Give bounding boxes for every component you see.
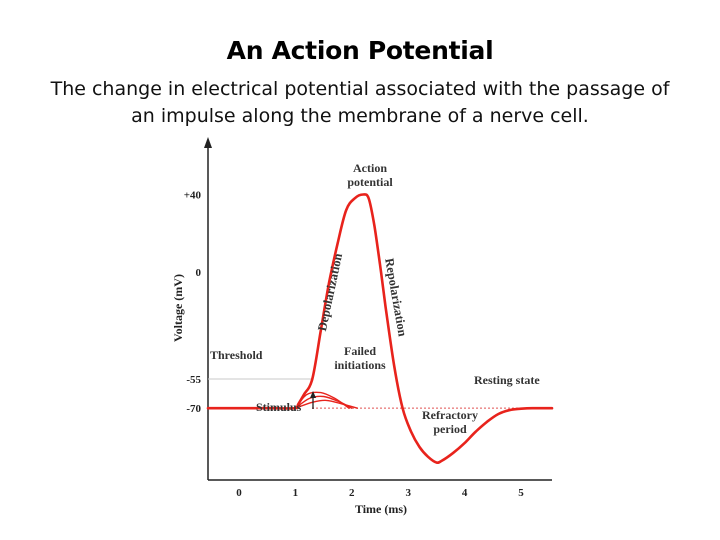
resting-state-label: Resting state — [474, 373, 540, 387]
y-tick-label: -55 — [186, 374, 201, 386]
refractory-period-label-line2: period — [433, 422, 467, 436]
x-tick-label: 3 — [405, 487, 411, 499]
x-tick-label: 4 — [462, 487, 468, 499]
tick-labels: 0 1 2 3 4 5 +40 0 -55 -70 — [184, 190, 525, 499]
axes — [204, 137, 552, 481]
y-axis-label: Voltage (mV) — [171, 274, 185, 342]
stimulus-arrow-icon — [310, 391, 316, 409]
x-tick-label: 5 — [518, 487, 524, 499]
failed-initiation-trace-3 — [294, 399, 359, 409]
y-tick-label: 0 — [196, 267, 202, 279]
slide-subtitle: The change in electrical potential assoc… — [50, 78, 670, 127]
threshold-label: Threshold — [210, 348, 263, 362]
refractory-period-label-line1: Refractory — [422, 408, 478, 422]
failed-initiations-label-line2: initiations — [334, 358, 386, 372]
y-axis-arrow — [204, 137, 212, 148]
x-tick-label: 2 — [349, 487, 355, 499]
action-potential-label-line1: Action — [353, 161, 387, 175]
y-tick-label: -70 — [186, 403, 201, 415]
y-tick-label: +40 — [184, 190, 202, 202]
voltage-traces — [206, 193, 554, 465]
x-tick-label: 1 — [293, 487, 299, 499]
x-tick-label: 0 — [236, 487, 242, 499]
repolarization-label: Repolarization — [382, 257, 410, 337]
action-potential-trace — [206, 193, 554, 465]
failed-initiations-label-line1: Failed — [344, 344, 376, 358]
depolarization-label: Depolarization — [315, 252, 345, 332]
action-potential-label-line2: potential — [347, 175, 393, 189]
x-axis-label: Time (ms) — [355, 502, 407, 516]
stimulus-label: Stimulus — [256, 400, 302, 414]
slide-title: An Action Potential — [226, 36, 494, 65]
